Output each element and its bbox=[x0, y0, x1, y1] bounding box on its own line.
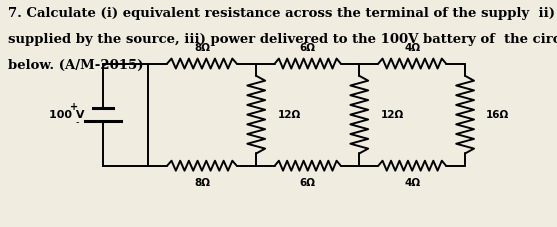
Text: 7. Calculate (i) equivalent resistance across the terminal of the supply  ii) to: 7. Calculate (i) equivalent resistance a… bbox=[8, 7, 557, 20]
Text: 100 V: 100 V bbox=[49, 110, 85, 120]
Text: -: - bbox=[75, 117, 79, 127]
Text: 4Ω: 4Ω bbox=[404, 178, 420, 188]
Text: supplied by the source, iii) power delivered to the 100V battery of  the circuit: supplied by the source, iii) power deliv… bbox=[8, 33, 557, 46]
Text: 12Ω: 12Ω bbox=[380, 110, 404, 120]
Text: below. (A/M-2015): below. (A/M-2015) bbox=[8, 59, 144, 72]
Text: 16Ω: 16Ω bbox=[486, 110, 510, 120]
Text: 12Ω: 12Ω bbox=[277, 110, 301, 120]
Text: 6Ω: 6Ω bbox=[300, 178, 316, 188]
Text: 8Ω: 8Ω bbox=[194, 178, 210, 188]
Text: 8Ω: 8Ω bbox=[194, 43, 210, 53]
Text: 4Ω: 4Ω bbox=[404, 43, 420, 53]
Text: +: + bbox=[70, 102, 79, 112]
Text: 6Ω: 6Ω bbox=[300, 43, 316, 53]
